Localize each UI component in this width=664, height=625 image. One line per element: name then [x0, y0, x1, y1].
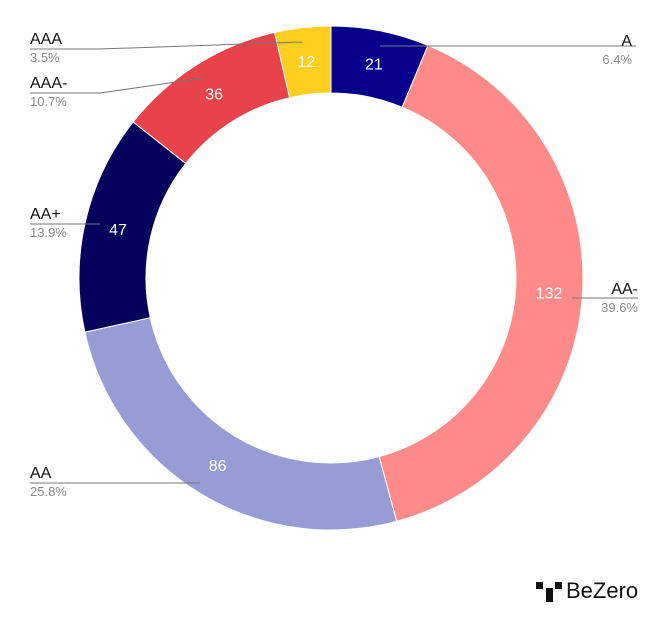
donut-slice-aa: [84, 317, 398, 531]
percent-label: 39.6%: [601, 300, 638, 315]
slice-value-label: 86: [209, 458, 227, 475]
percent-label: 3.5%: [30, 50, 60, 65]
slice-value-label: 21: [365, 57, 383, 74]
percent-label: 13.9%: [30, 225, 67, 240]
brand-name: BeZero: [566, 578, 639, 603]
percent-label: 6.4%: [602, 52, 632, 67]
donut-slice-aaa: [273, 25, 332, 99]
category-label: A: [621, 33, 632, 50]
category-label: AA-: [611, 281, 638, 298]
leader-line: [30, 41, 303, 50]
donut-slice-aa-minus: [378, 44, 584, 522]
slice-value-label: 12: [297, 54, 315, 71]
category-label: AAA-: [30, 75, 67, 92]
slice-value-label: 36: [205, 86, 223, 103]
category-label: AA+: [30, 206, 61, 223]
slice-value-label: 132: [536, 285, 563, 302]
percent-label: 25.8%: [30, 484, 67, 499]
leader-line: [30, 77, 205, 94]
category-label: AA: [30, 465, 52, 482]
bezero-logo-icon: [536, 582, 562, 602]
brand-logo: BeZero: [536, 578, 638, 604]
donut-slice-aa-plus: [78, 121, 187, 333]
percent-label: 10.7%: [30, 94, 67, 109]
category-label: AAA: [30, 31, 62, 48]
slice-value-label: 47: [109, 222, 127, 239]
